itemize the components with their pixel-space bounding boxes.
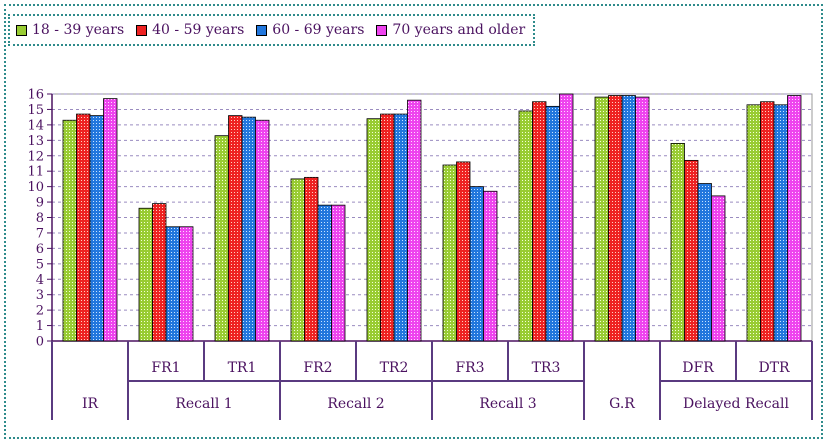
bar-fr3-series-1 <box>442 164 457 342</box>
bar-fr2-series-4 <box>331 204 346 342</box>
legend-label-18-39: 18 - 39 years <box>32 22 125 38</box>
y-tick-label: 15 <box>27 103 44 118</box>
legend-label-70-plus: 70 years and older <box>392 22 526 38</box>
legend: 18 - 39 years 40 - 59 years 60 - 69 year… <box>8 14 536 46</box>
category-table: FR1 TR1 FR2 TR2 FR3 TR3 DFR DTR IR Recall 1 Recall… <box>51 341 813 420</box>
category-label: TR2 <box>380 360 409 376</box>
bar-fr3-series-2 <box>456 161 471 342</box>
bar-fr2-series-2 <box>304 176 319 342</box>
category-label: TR1 <box>228 360 257 376</box>
bar-ir-series-1 <box>62 119 77 342</box>
bar-dfr-series-3 <box>697 183 712 342</box>
category-label: TR3 <box>532 360 561 376</box>
bar-tr1-series-4 <box>255 119 270 342</box>
bar-tr2-series-2 <box>380 113 395 342</box>
bar-g-r-series-4 <box>635 96 650 342</box>
y-tick-label: 2 <box>36 304 44 319</box>
legend-label-40-59: 40 - 59 years <box>152 22 245 38</box>
bar-dfr-series-1 <box>670 142 685 342</box>
y-tick-label: 0 <box>36 335 44 350</box>
legend-label-60-69: 60 - 69 years <box>272 22 365 38</box>
bar-dfr-series-2 <box>684 159 699 342</box>
bar-fr1-series-2 <box>152 203 167 342</box>
category-label: FR3 <box>455 360 484 376</box>
legend-swatch-70-plus <box>376 24 388 36</box>
bar-fr1-series-3 <box>165 226 180 342</box>
bar-fr3-series-4 <box>483 190 498 342</box>
bar-tr1-series-3 <box>241 116 256 342</box>
legend-item-40-59: 40 - 59 years <box>136 22 244 38</box>
category-label: FR1 <box>151 360 180 376</box>
chart-frame <box>4 4 823 439</box>
bar-fr2-series-3 <box>317 204 332 342</box>
bar-tr3-series-1 <box>518 110 533 342</box>
group-label: G.R <box>609 396 635 412</box>
legend-item-60-69: 60 - 69 years <box>256 22 364 38</box>
bar-ir-series-3 <box>89 115 104 342</box>
y-tick-label: 13 <box>27 134 44 149</box>
y-tick-label: 7 <box>36 226 44 241</box>
legend-swatch-40-59 <box>136 24 148 36</box>
bar-tr2-series-4 <box>407 99 422 342</box>
bar-tr2-series-1 <box>366 118 381 342</box>
bar-tr3-series-3 <box>545 105 560 342</box>
bar-tr1-series-1 <box>214 135 229 342</box>
group-label: Delayed Recall <box>683 396 789 412</box>
legend-swatch-18-39 <box>16 24 27 36</box>
y-tick-label: 10 <box>27 180 44 195</box>
bar-g-r-series-1 <box>594 96 609 342</box>
bar-tr3-series-4 <box>559 93 574 342</box>
y-tick-label: 8 <box>36 211 44 226</box>
group-label: Recall 1 <box>175 396 232 412</box>
y-tick-label: 5 <box>36 257 44 272</box>
y-tick-label: 1 <box>36 319 44 334</box>
bar-dtr-series-3 <box>773 104 788 342</box>
bar-fr1-series-4 <box>179 226 194 342</box>
bar-fr1-series-1 <box>138 207 153 342</box>
legend-item-70-plus: 70 years and older <box>376 22 525 38</box>
group-label: IR <box>82 396 99 412</box>
y-tick-label: 11 <box>27 165 44 180</box>
y-tick-label: 4 <box>36 273 44 288</box>
y-tick-label: 12 <box>27 149 44 164</box>
bar-tr1-series-2 <box>228 115 243 342</box>
legend-item-18-39: 18 - 39 years <box>16 22 124 38</box>
bar-ir-series-4 <box>103 98 118 342</box>
bar-ir-series-2 <box>76 113 91 342</box>
bar-fr2-series-1 <box>290 178 305 342</box>
y-tick-label: 3 <box>36 288 44 303</box>
bar-dtr-series-1 <box>746 104 761 342</box>
y-tick-label: 9 <box>36 196 44 211</box>
bars <box>62 93 802 342</box>
bar-fr3-series-3 <box>469 186 484 342</box>
bar-dtr-series-4 <box>787 95 802 342</box>
bar-g-r-series-3 <box>621 95 636 342</box>
category-label: DTR <box>758 360 790 376</box>
category-label: DFR <box>682 360 714 376</box>
group-label: Recall 2 <box>327 396 384 412</box>
bar-dtr-series-2 <box>760 101 775 342</box>
y-tick-label: 6 <box>36 242 44 257</box>
bar-tr2-series-3 <box>393 113 408 342</box>
category-label: FR2 <box>303 360 332 376</box>
y-tick-label: 16 <box>27 88 44 103</box>
bar-g-r-series-2 <box>608 95 623 342</box>
legend-swatch-60-69 <box>256 24 268 36</box>
group-label: Recall 3 <box>479 396 536 412</box>
bar-dfr-series-4 <box>711 195 726 342</box>
bar-tr3-series-2 <box>532 101 547 342</box>
y-tick-label: 14 <box>27 118 44 133</box>
